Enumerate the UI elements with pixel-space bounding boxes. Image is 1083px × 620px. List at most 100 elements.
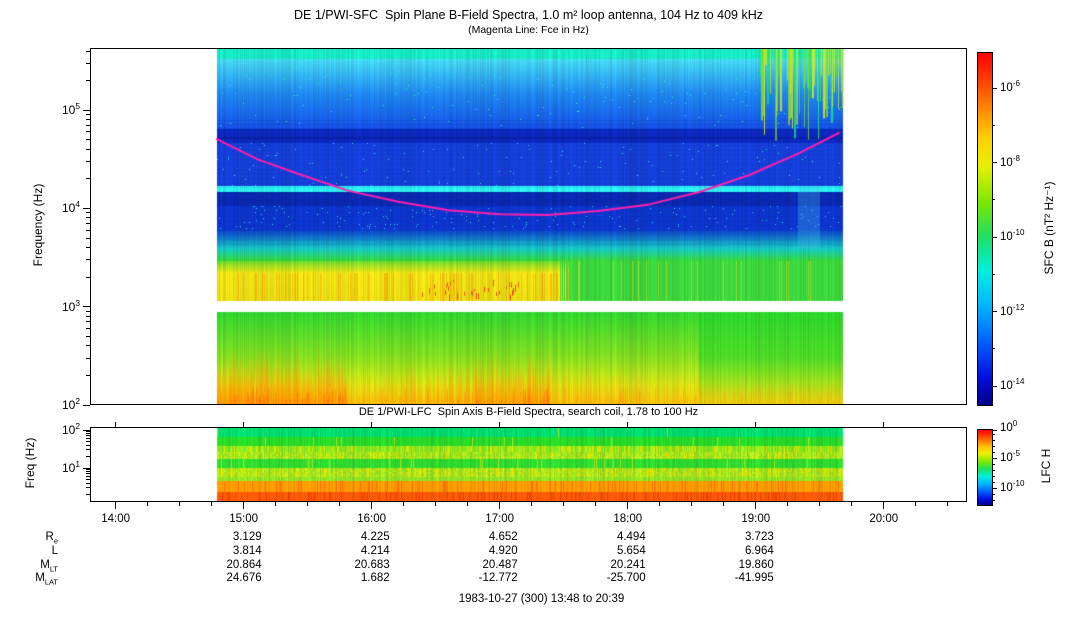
x-axis-tick bbox=[531, 502, 533, 506]
x-axis-hour-label: 15:00 bbox=[229, 513, 259, 525]
lfc-colorbar-canvas bbox=[978, 430, 992, 505]
x-axis-tick bbox=[243, 502, 245, 509]
x-axis-tick bbox=[467, 502, 469, 506]
y-axis-minor-tick bbox=[86, 473, 90, 475]
annotation-value: 20.487 bbox=[482, 558, 518, 571]
y-axis-minor-tick bbox=[86, 276, 90, 278]
panel-top-tick bbox=[627, 422, 629, 427]
annotation-value: 4.652 bbox=[488, 531, 518, 543]
y-axis-minor-tick bbox=[86, 124, 90, 126]
panel-top-tick bbox=[243, 422, 245, 427]
colorbar-tick bbox=[992, 236, 997, 238]
y-axis-minor-tick bbox=[86, 449, 90, 451]
x-axis-tick bbox=[403, 502, 405, 506]
colorbar-minor-tick bbox=[992, 469, 995, 471]
annotation-value: 1.682 bbox=[360, 572, 390, 584]
y-axis-minor-tick bbox=[86, 237, 90, 239]
annotation-row-label: MLAT bbox=[35, 572, 58, 587]
annotation-value: 4.214 bbox=[360, 545, 390, 557]
annotation-value: 24.676 bbox=[226, 572, 262, 584]
sfc-colorbar bbox=[977, 52, 993, 406]
colorbar-minor-tick bbox=[992, 199, 995, 201]
annotation-row-label: MLT bbox=[40, 558, 58, 573]
x-axis-tick bbox=[563, 502, 565, 506]
x-axis-tick bbox=[915, 502, 917, 506]
y-axis-minor-tick bbox=[86, 80, 90, 82]
y-axis-minor-tick bbox=[86, 131, 90, 133]
y-axis-tick-label: 101 bbox=[61, 459, 80, 475]
panel-top-tick bbox=[115, 422, 117, 427]
colorbar-minor-tick bbox=[992, 433, 995, 435]
colorbar-tick bbox=[992, 87, 997, 89]
annotation-value: 20.241 bbox=[610, 558, 646, 571]
sfc-title: DE 1/PWI-SFC Spin Plane B-Field Spectra,… bbox=[294, 8, 763, 22]
y-axis-tick bbox=[83, 404, 90, 406]
lfc-spectrogram-canvas bbox=[91, 428, 966, 501]
y-axis-minor-tick bbox=[86, 223, 90, 225]
annotation-value: -41.995 bbox=[734, 572, 774, 584]
x-axis-tick bbox=[499, 502, 501, 509]
y-axis-minor-tick bbox=[86, 217, 90, 219]
x-axis-tick bbox=[115, 502, 117, 509]
sfc-spectrogram-canvas bbox=[91, 49, 966, 404]
colorbar-tick-label: 10-8 bbox=[1000, 153, 1020, 169]
y-axis-minor-tick bbox=[86, 139, 90, 141]
y-axis-tick bbox=[83, 207, 90, 209]
x-axis-tick bbox=[947, 502, 949, 506]
annotation-value: 3.814 bbox=[232, 545, 262, 557]
colorbar-minor-tick bbox=[992, 451, 995, 453]
colorbar-tick bbox=[992, 385, 997, 387]
x-axis-tick bbox=[883, 502, 885, 509]
y-axis-minor-tick bbox=[86, 374, 90, 376]
x-axis-tick bbox=[819, 502, 821, 506]
x-axis-tick bbox=[147, 502, 149, 506]
colorbar-tick bbox=[992, 162, 997, 163]
time-range-footer: 1983-10-27 (300) 13:48 to 20:39 bbox=[458, 593, 625, 605]
y-axis-minor-tick bbox=[86, 259, 90, 261]
annotation-value: 20.683 bbox=[354, 558, 390, 571]
y-axis-minor-tick bbox=[86, 229, 90, 231]
annotation-value: 4.494 bbox=[616, 531, 646, 543]
x-axis-tick bbox=[211, 502, 213, 506]
colorbar-tick bbox=[992, 429, 997, 431]
lfc-title: DE 1/PWI-LFC Spin Axis B-Field Spectra, … bbox=[358, 406, 699, 418]
y-axis-tick-label: 103 bbox=[61, 297, 80, 314]
colorbar-tick-label: 10-5 bbox=[1000, 449, 1020, 464]
x-axis-tick bbox=[371, 502, 373, 509]
y-axis-minor-tick bbox=[86, 119, 90, 121]
x-axis-tick bbox=[787, 502, 789, 506]
y-axis-tick bbox=[83, 306, 90, 308]
y-axis-minor-tick bbox=[86, 62, 90, 64]
y-axis-minor-tick bbox=[86, 431, 90, 433]
x-axis-tick bbox=[595, 502, 597, 506]
colorbar-minor-tick bbox=[992, 445, 995, 447]
y-axis-minor-tick bbox=[86, 435, 90, 437]
x-axis-tick bbox=[179, 502, 181, 506]
x-axis-hour-label: 14:00 bbox=[101, 513, 130, 525]
colorbar-tick-label: 10-6 bbox=[1000, 79, 1020, 94]
y-axis-tick bbox=[83, 429, 90, 431]
colorbar-minor-tick bbox=[992, 475, 995, 477]
y-axis-minor-tick bbox=[86, 433, 90, 435]
y-axis-minor-tick bbox=[86, 212, 90, 214]
sfc-colorbar-canvas bbox=[978, 53, 992, 405]
annotation-row-label: Re bbox=[45, 531, 58, 546]
y-axis-minor-tick bbox=[86, 469, 90, 471]
x-axis-hour-label: 17:00 bbox=[485, 513, 515, 525]
x-axis-tick bbox=[307, 502, 309, 506]
colorbar-minor-tick bbox=[992, 481, 995, 483]
lfc-colorbar-label: LFC H bbox=[1039, 448, 1053, 484]
y-axis-minor-tick bbox=[86, 321, 90, 323]
y-axis-minor-tick bbox=[86, 471, 90, 473]
y-axis-tick-label: 102 bbox=[61, 396, 80, 412]
annotation-value: 3.129 bbox=[232, 531, 262, 543]
y-axis-minor-tick bbox=[86, 437, 90, 439]
y-axis-minor-tick bbox=[86, 148, 90, 150]
panel-top-tick bbox=[371, 422, 373, 427]
y-axis-minor-tick bbox=[86, 247, 90, 249]
panel-top-tick bbox=[883, 422, 885, 427]
x-axis-tick bbox=[339, 502, 341, 506]
colorbar-minor-tick bbox=[992, 273, 995, 275]
colorbar-minor-tick bbox=[992, 439, 995, 441]
